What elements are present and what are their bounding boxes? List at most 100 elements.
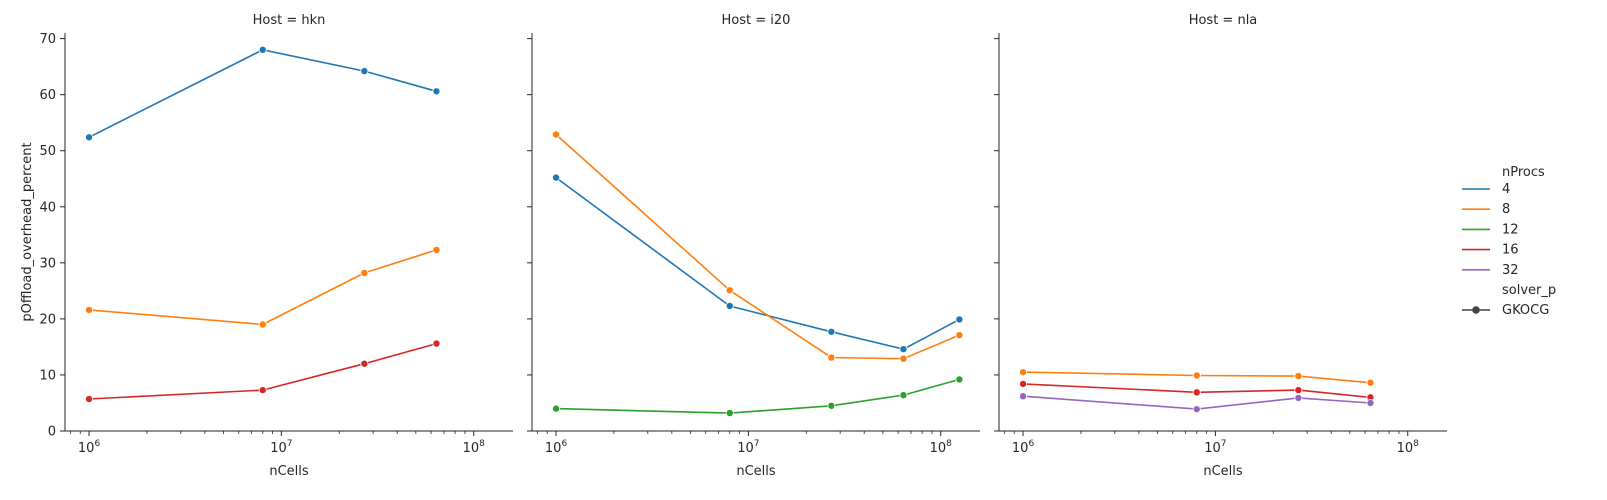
x-tick-exponent: 7 — [754, 439, 760, 449]
legend-style-label: GKOCG — [1502, 303, 1549, 318]
x-axis-label: nCells — [269, 464, 309, 479]
x-tick-label: 108 — [1397, 439, 1420, 456]
legend-label: 4 — [1502, 182, 1510, 197]
data-point-nprocs-8 — [725, 286, 734, 295]
x-tick-base: 10 — [545, 441, 562, 456]
x-axis-label: nCells — [1203, 464, 1243, 479]
x-tick-base: 10 — [930, 441, 947, 456]
data-point-nprocs-4 — [360, 67, 369, 76]
legend-label: 16 — [1502, 243, 1519, 258]
legend-style-title: solver_p — [1502, 283, 1556, 298]
x-tick-base: 10 — [270, 441, 287, 456]
series-line-nprocs-8 — [88, 249, 437, 326]
data-point-nprocs-8 — [258, 320, 267, 329]
data-point-nprocs-8 — [827, 353, 836, 362]
series-line-nprocs-16 — [1022, 383, 1371, 399]
data-point-nprocs-4 — [552, 173, 561, 182]
y-tick-label: 0 — [48, 425, 56, 440]
data-point-nprocs-32 — [1366, 398, 1375, 407]
data-point-nprocs-4 — [899, 345, 908, 354]
data-point-nprocs-32 — [1192, 405, 1201, 414]
x-tick-label: 108 — [930, 439, 953, 456]
data-point-nprocs-8 — [1366, 378, 1375, 387]
x-tick-base: 10 — [78, 441, 95, 456]
x-tick-label: 108 — [463, 439, 486, 456]
facet-title: Host = i20 — [722, 13, 791, 28]
x-tick-exponent: 6 — [94, 439, 100, 449]
data-point-nprocs-4 — [827, 327, 836, 336]
x-tick-label: 106 — [545, 439, 568, 456]
data-point-nprocs-32 — [1294, 393, 1303, 402]
data-point-nprocs-16 — [85, 395, 94, 404]
x-tick-label: 107 — [1204, 439, 1226, 456]
y-tick-label: 30 — [39, 256, 56, 271]
x-tick-exponent: 7 — [287, 439, 293, 449]
data-point-nprocs-16 — [258, 386, 267, 395]
data-point-nprocs-8 — [1192, 371, 1201, 380]
x-tick-exponent: 8 — [946, 439, 952, 449]
x-tick-label: 106 — [78, 439, 101, 456]
data-point-nprocs-8 — [552, 130, 561, 139]
x-tick-label: 106 — [1012, 439, 1035, 456]
data-point-nprocs-16 — [1019, 379, 1028, 388]
data-point-nprocs-16 — [1192, 388, 1201, 397]
data-point-nprocs-16 — [1294, 386, 1303, 395]
x-axis-label: nCells — [736, 464, 776, 479]
x-tick-base: 10 — [1397, 441, 1414, 456]
data-point-nprocs-8 — [432, 245, 441, 254]
data-point-nprocs-4 — [725, 301, 734, 310]
data-point-nprocs-12 — [725, 409, 734, 418]
data-point-nprocs-8 — [85, 305, 94, 314]
legend-style-marker — [1472, 306, 1480, 314]
series-line-nprocs-4 — [88, 48, 437, 139]
x-tick-exponent: 6 — [1028, 439, 1034, 449]
series-line-nprocs-32 — [1022, 395, 1371, 410]
y-tick-label: 40 — [39, 200, 56, 215]
x-tick-base: 10 — [1012, 441, 1029, 456]
legend-label: 12 — [1502, 222, 1519, 237]
data-point-nprocs-4 — [955, 315, 964, 324]
x-tick-base: 10 — [737, 441, 754, 456]
x-tick-label: 107 — [737, 439, 759, 456]
data-point-nprocs-8 — [1294, 372, 1303, 381]
data-point-nprocs-8 — [1019, 368, 1028, 377]
data-point-nprocs-8 — [955, 331, 964, 340]
x-tick-base: 10 — [463, 441, 480, 456]
data-point-nprocs-4 — [432, 87, 441, 96]
series-line-nprocs-16 — [88, 342, 437, 400]
data-point-nprocs-12 — [552, 404, 561, 413]
legend: nProcs 4 8 12 16 32 solver_p GKOCG — [1462, 165, 1556, 318]
data-point-nprocs-16 — [360, 359, 369, 368]
series-line-nprocs-8 — [555, 133, 960, 360]
data-point-nprocs-8 — [360, 268, 369, 277]
series-line-nprocs-8 — [1022, 371, 1371, 384]
data-point-nprocs-12 — [899, 391, 908, 400]
y-tick-label: 70 — [39, 32, 56, 47]
data-point-nprocs-16 — [432, 339, 441, 348]
data-point-nprocs-4 — [85, 133, 94, 142]
facet-title: Host = nla — [1189, 13, 1258, 28]
legend-hue-title: nProcs — [1502, 165, 1545, 180]
x-tick-exponent: 6 — [561, 439, 567, 449]
data-point-nprocs-12 — [955, 375, 964, 384]
data-point-nprocs-4 — [258, 45, 267, 54]
data-point-nprocs-32 — [1019, 392, 1028, 401]
x-tick-exponent: 8 — [1413, 439, 1419, 449]
series-line-nprocs-4 — [555, 176, 960, 351]
series-line-nprocs-12 — [555, 378, 960, 414]
x-tick-base: 10 — [1204, 441, 1221, 456]
x-tick-label: 107 — [270, 439, 292, 456]
facet-title: Host = hkn — [253, 13, 326, 28]
legend-label: 32 — [1502, 263, 1519, 278]
y-tick-label: 10 — [39, 368, 56, 383]
y-tick-label: 50 — [39, 144, 56, 159]
legend-label: 8 — [1502, 202, 1510, 217]
x-tick-exponent: 8 — [479, 439, 485, 449]
data-point-nprocs-8 — [899, 354, 908, 363]
y-tick-label: 20 — [39, 312, 56, 327]
x-tick-exponent: 7 — [1221, 439, 1227, 449]
